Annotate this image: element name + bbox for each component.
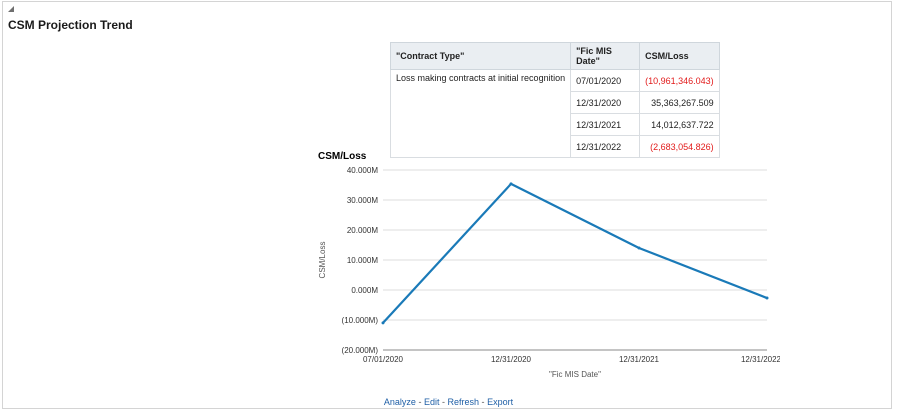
- line-chart: 40.000M 30.000M 20.000M 10.000M 0.000M (10.00…: [318, 166, 780, 379]
- y-tick-label: 0.000M: [351, 286, 378, 295]
- data-point: [765, 296, 769, 300]
- link-separator: -: [442, 397, 445, 407]
- data-point: [509, 182, 513, 186]
- column-header-csm-loss[interactable]: CSM/Loss: [639, 42, 720, 70]
- y-tick-label: 10.000M: [347, 256, 378, 265]
- series-line: [382, 182, 768, 324]
- table-row: Loss making contracts at initial recogni…: [389, 69, 720, 158]
- page-title: CSM Projection Trend: [8, 18, 133, 32]
- value-cell: 35,363,267.509: [639, 91, 720, 114]
- column-header-fic-mis-date[interactable]: "Fic MIS Date": [570, 42, 641, 70]
- pivot-table: "Contract Type" "Fic MIS Date" CSM/Loss …: [389, 42, 720, 158]
- x-tick-label: 12/31/2021: [619, 355, 660, 364]
- date-cell: 12/31/2022: [570, 135, 641, 158]
- x-tick-label: 07/01/2020: [363, 355, 404, 364]
- edit-link[interactable]: Edit: [423, 397, 440, 407]
- export-link[interactable]: Export: [487, 397, 514, 407]
- table-row: 12/31/2022 (2,683,054.826): [391, 135, 720, 158]
- report-links: Analyze - Edit - Refresh - Export: [0, 397, 897, 407]
- analyze-link[interactable]: Analyze: [383, 397, 416, 407]
- date-cell: 12/31/2020: [570, 91, 641, 114]
- data-point: [381, 321, 385, 325]
- y-tick-label: (20.000M): [342, 346, 379, 355]
- x-axis-title: "Fic MIS Date": [549, 370, 601, 379]
- x-tick-label: 12/31/2020: [491, 355, 532, 364]
- value-cell: 14,012,637.722: [639, 113, 720, 136]
- link-separator: -: [418, 397, 422, 407]
- y-tick-label: (10.000M): [342, 316, 379, 325]
- x-tick-label: 12/31/2022: [741, 355, 780, 364]
- link-separator: -: [481, 397, 485, 407]
- contract-type-cell: Loss making contracts at initial recogni…: [389, 69, 572, 158]
- collapse-triangle-icon[interactable]: [8, 6, 14, 12]
- y-axis-title: CSM/Loss: [318, 242, 327, 279]
- date-cell: 07/01/2020: [570, 69, 641, 92]
- y-tick-label: 30.000M: [347, 196, 378, 205]
- refresh-link[interactable]: Refresh: [447, 397, 480, 407]
- value-cell: (2,683,054.826): [639, 135, 720, 158]
- date-cell: 12/31/2021: [570, 113, 641, 136]
- table-row: 12/31/2021 14,012,637.722: [391, 113, 720, 136]
- column-header-contract-type[interactable]: "Contract Type": [389, 42, 572, 70]
- value-cell: (10,961,346.043): [639, 69, 720, 92]
- data-point: [637, 246, 641, 250]
- y-tick-label: 40.000M: [347, 166, 378, 175]
- chart-title: CSM/Loss: [318, 151, 367, 162]
- y-tick-label: 20.000M: [347, 226, 378, 235]
